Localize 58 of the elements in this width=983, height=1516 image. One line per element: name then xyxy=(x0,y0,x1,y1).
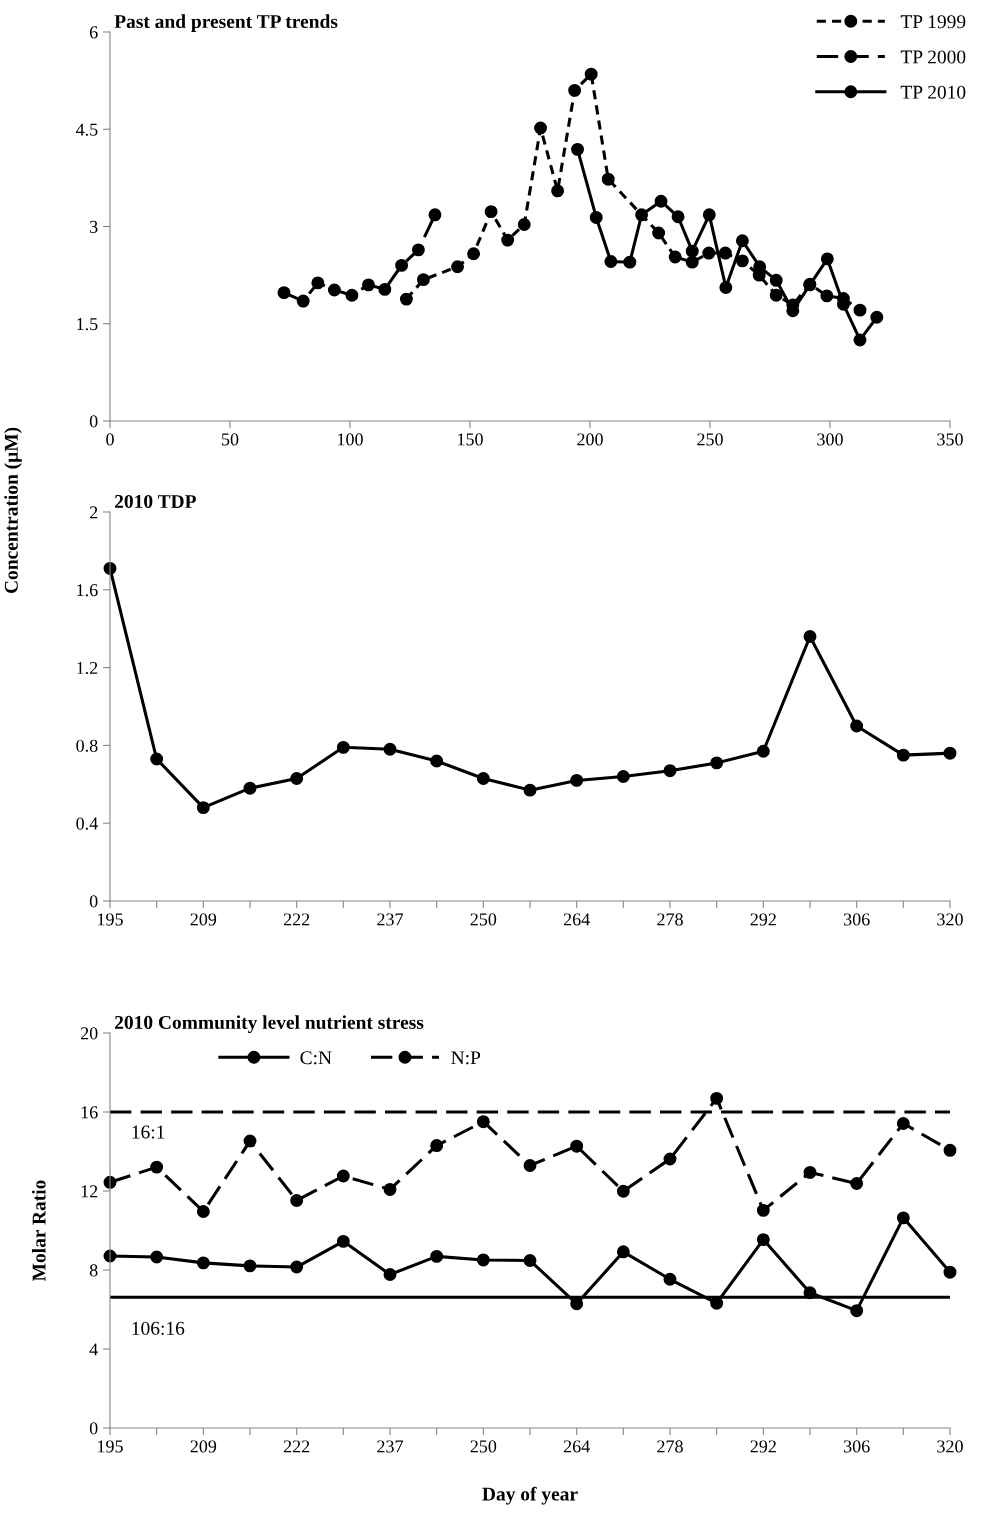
annotation: 16:1 xyxy=(132,1125,165,1139)
y-tick-label: 0.4 xyxy=(76,817,98,830)
y-axis-title: Concentration (μM) xyxy=(4,427,22,594)
x-tick-label: 150 xyxy=(458,433,483,446)
y-tick-label: 12 xyxy=(81,1185,98,1198)
x-tick-label: 306 xyxy=(843,913,870,926)
y-tick-label: 1.6 xyxy=(77,584,98,597)
x-tick-label: 209 xyxy=(190,1440,217,1453)
x-tick-label: 250 xyxy=(470,913,497,926)
x-tick-label: 0 xyxy=(106,433,114,446)
x-tick-label: 222 xyxy=(283,1440,310,1453)
x-tick-label: 200 xyxy=(577,433,603,446)
chart-title: 2010 Community level nutrient stress xyxy=(115,1015,424,1033)
x-tick-label: 237 xyxy=(377,1440,404,1453)
legend-label: TP 1999 xyxy=(900,15,966,29)
y-tick-label: 4.5 xyxy=(75,123,98,136)
x-tick-label: 292 xyxy=(750,1440,776,1453)
y-tick-label: 8 xyxy=(89,1264,98,1277)
x-tick-label: 100 xyxy=(338,433,363,446)
x-tick-label: 237 xyxy=(377,913,404,926)
y-tick-label: 20 xyxy=(80,1027,98,1040)
x-tick-label: 278 xyxy=(657,1440,683,1453)
x-tick-label: 222 xyxy=(283,913,310,926)
x-tick-label: 300 xyxy=(817,433,843,446)
x-tick-label: 195 xyxy=(98,1440,123,1453)
x-tick-label: 350 xyxy=(937,433,963,446)
x-tick-label: 209 xyxy=(190,913,217,926)
y-tick-label: 6 xyxy=(89,26,98,39)
x-tick-label: 250 xyxy=(470,1440,497,1453)
chart-title: 2010 TDP xyxy=(115,494,196,509)
x-tick-label: 320 xyxy=(937,1440,963,1453)
y-tick-label: 2 xyxy=(89,506,98,519)
y-tick-label: 0.8 xyxy=(76,739,98,752)
x-tick-label: 292 xyxy=(750,913,776,926)
legend-label: TP 2010 xyxy=(900,85,966,99)
x-tick-label: 264 xyxy=(563,913,590,926)
x-tick-label: 306 xyxy=(843,1440,870,1453)
y-tick-label: 0 xyxy=(89,415,98,428)
y-tick-label: 1.2 xyxy=(77,661,98,675)
y-tick-label: 0 xyxy=(89,895,98,908)
y-tick-label: 3 xyxy=(90,220,98,233)
y-tick-label: 0 xyxy=(89,1422,98,1435)
chart-title: Past and present TP trends xyxy=(114,14,338,32)
y-axis-title: Molar Ratio xyxy=(31,1180,46,1282)
legend-label: N:P xyxy=(451,1051,481,1065)
legend-label: C:N xyxy=(300,1051,332,1065)
x-tick-label: 264 xyxy=(563,1440,590,1453)
legend-label: TP 2000 xyxy=(900,50,966,64)
x-tick-label: 278 xyxy=(657,913,683,926)
y-tick-label: 4 xyxy=(89,1343,98,1356)
x-axis-title: Day of year xyxy=(482,1486,578,1505)
y-tick-label: 16 xyxy=(81,1106,98,1119)
x-tick-label: 50 xyxy=(222,433,239,446)
annotation: 106:16 xyxy=(132,1321,185,1335)
x-tick-label: 250 xyxy=(697,433,723,446)
x-tick-label: 195 xyxy=(98,913,123,926)
x-tick-label: 320 xyxy=(937,913,963,926)
y-tick-label: 1.5 xyxy=(77,318,98,331)
